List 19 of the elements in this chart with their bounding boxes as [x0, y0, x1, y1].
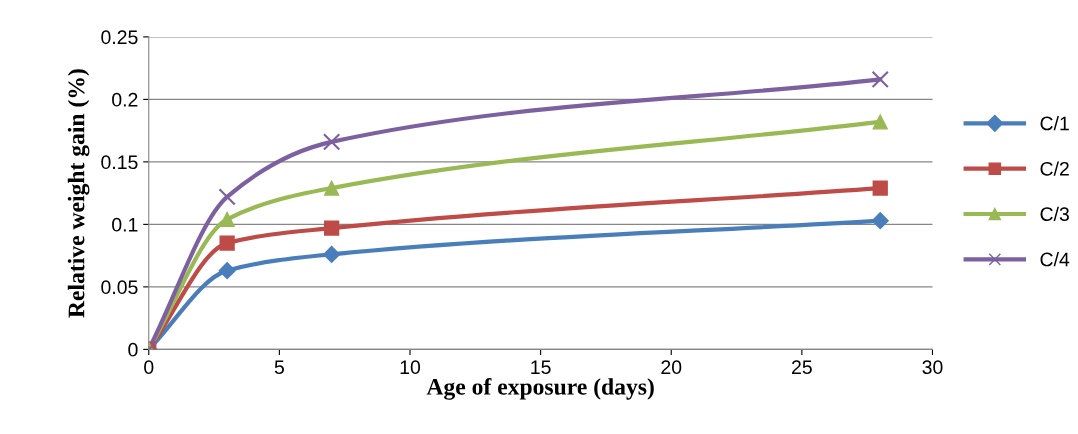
y-axis-title: Relative weight gain (%)	[67, 69, 90, 318]
x-axis-title: Age of exposure (days)	[426, 377, 654, 400]
x-tick-label: 10	[400, 360, 421, 375]
x-tick-label: 15	[531, 360, 551, 375]
legend-label: C/4	[1040, 252, 1070, 267]
x-tick-label: 20	[661, 360, 682, 375]
y-tick-label: 0.15	[101, 155, 138, 170]
x-tick-label: 25	[792, 360, 812, 375]
x-tick-label: 0	[144, 360, 154, 375]
y-tick-label: 0.2	[112, 92, 138, 107]
legend-label: C/1	[1040, 116, 1069, 131]
y-tick-label: 0.05	[101, 280, 138, 295]
y-tick-label: 0	[128, 342, 138, 357]
x-tick-label: 5	[274, 360, 284, 375]
y-tick-label: 0.25	[101, 30, 138, 45]
legend-label: C/2	[1040, 161, 1069, 176]
x-tick-label: 30	[922, 360, 943, 375]
legend-label: C/3	[1040, 206, 1069, 222]
y-tick-label: 0.1	[112, 217, 138, 232]
